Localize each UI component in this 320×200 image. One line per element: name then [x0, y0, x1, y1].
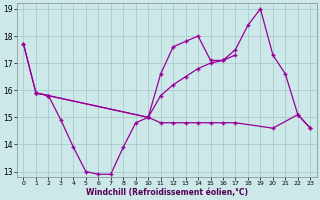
X-axis label: Windchill (Refroidissement éolien,°C): Windchill (Refroidissement éolien,°C) [86, 188, 248, 197]
